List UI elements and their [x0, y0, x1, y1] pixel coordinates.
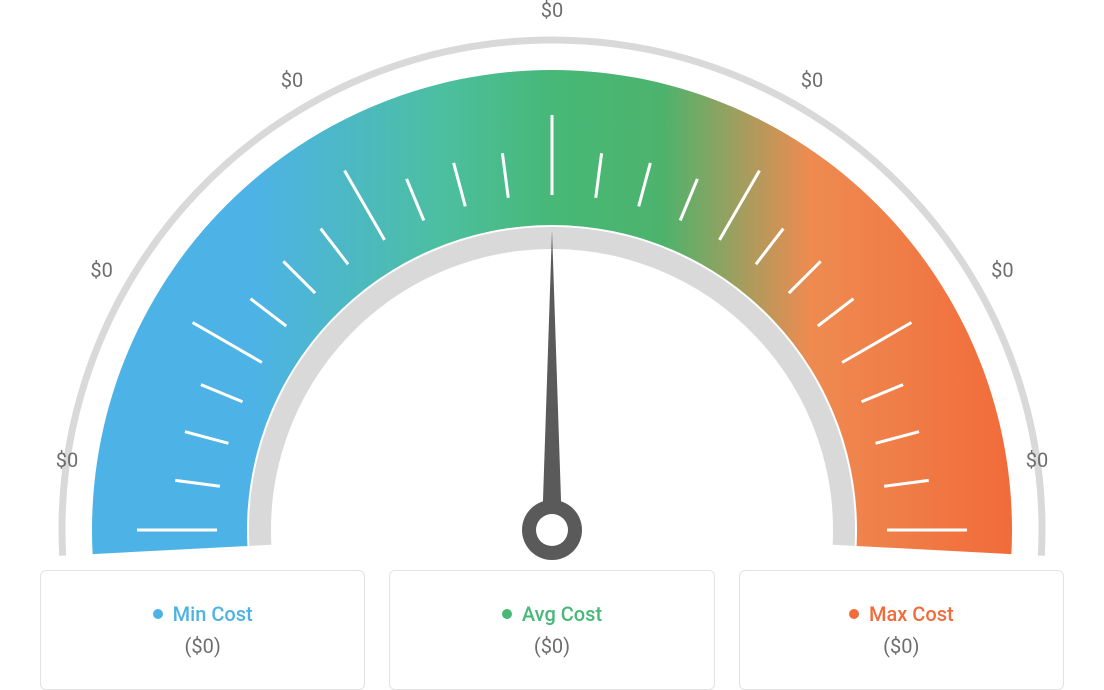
legend-card-max: Max Cost ($0) — [739, 570, 1064, 690]
legend-label-avg: Avg Cost — [522, 602, 602, 626]
legend-value-max: ($0) — [883, 634, 919, 658]
gauge-tick-label: $0 — [1026, 448, 1048, 472]
legend-dot-avg — [502, 609, 512, 619]
legend-card-avg: Avg Cost ($0) — [389, 570, 714, 690]
gauge-tick-label: $0 — [991, 258, 1013, 282]
legend-card-min: Min Cost ($0) — [40, 570, 365, 690]
gauge-tick-label: $0 — [90, 258, 112, 282]
legend-value-avg: ($0) — [534, 634, 570, 658]
gauge-tick-label: $0 — [541, 0, 563, 22]
gauge-svg — [0, 0, 1104, 560]
cost-gauge-chart: $0 $0 $0 $0 $0 $0 $0 — [0, 0, 1104, 560]
gauge-tick-label: $0 — [801, 68, 823, 92]
legend-dot-min — [153, 609, 163, 619]
legend-label-min: Min Cost — [173, 602, 253, 626]
legend-dot-max — [849, 609, 859, 619]
gauge-tick-label: $0 — [56, 448, 78, 472]
legend: Min Cost ($0) Avg Cost ($0) Max Cost ($0… — [0, 570, 1104, 690]
gauge-tick-label: $0 — [281, 68, 303, 92]
legend-label-max: Max Cost — [869, 602, 954, 626]
legend-value-min: ($0) — [185, 634, 221, 658]
